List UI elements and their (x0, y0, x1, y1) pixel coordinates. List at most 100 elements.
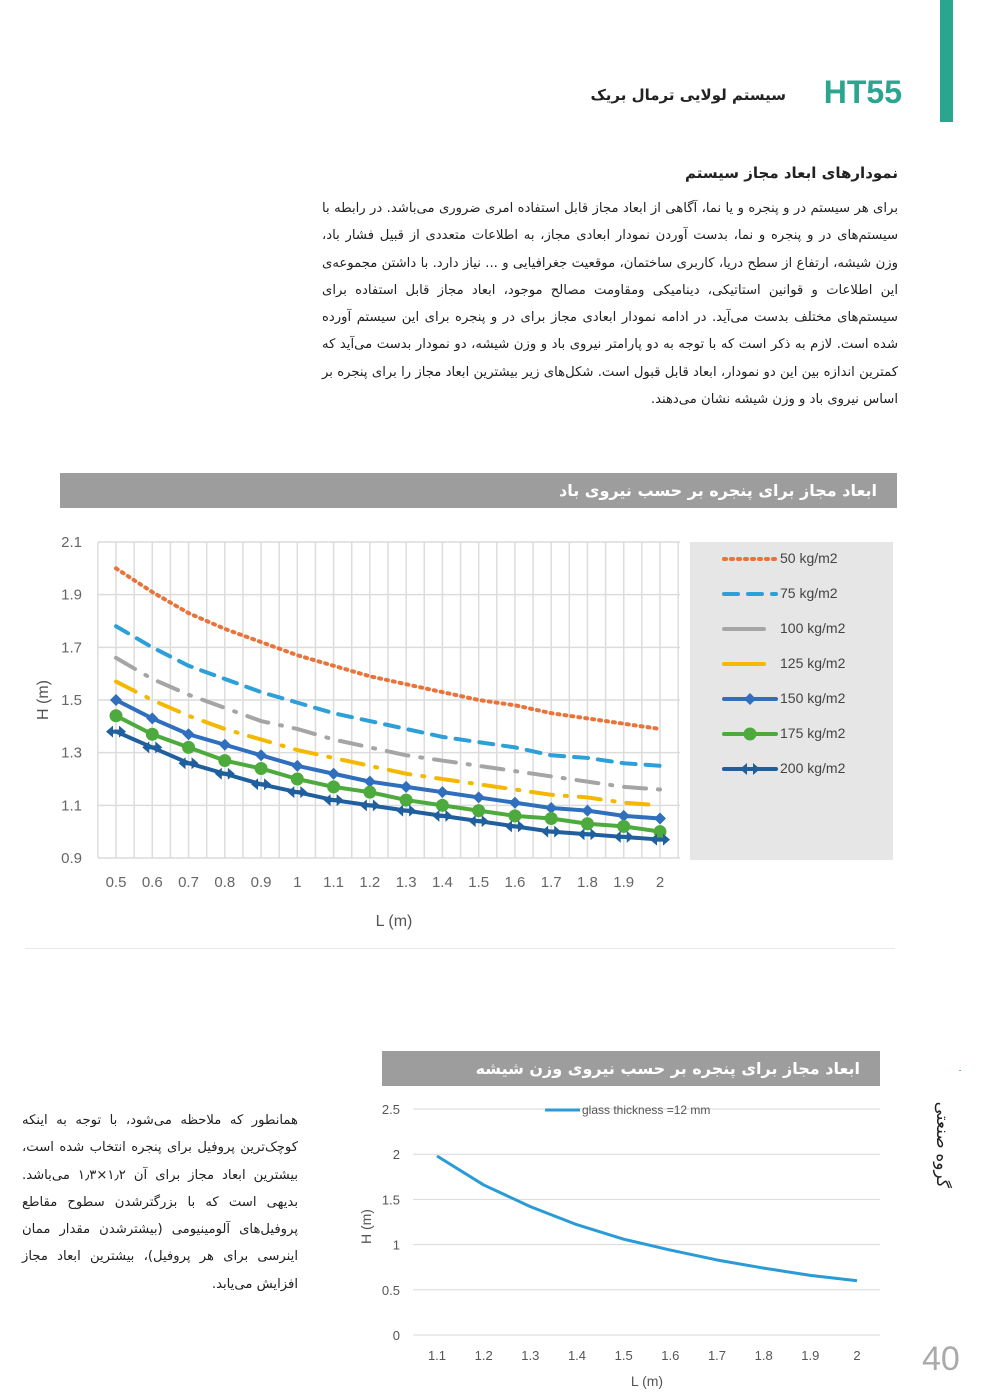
legend-label: 75 kg/m2 (780, 585, 838, 601)
data-point (400, 780, 413, 793)
x-tick-label: 1.7 (541, 874, 562, 891)
series-line-200 (114, 729, 662, 842)
x-axis-label: L (m) (631, 1373, 663, 1389)
legend-label: 100 kg/m2 (780, 620, 846, 636)
x-tick-label: 1.7 (708, 1348, 726, 1363)
data-point (545, 801, 558, 814)
data-point (182, 740, 196, 754)
data-point (617, 819, 631, 833)
series-line-75 (114, 624, 662, 768)
data-point (109, 709, 123, 723)
data-point (142, 741, 163, 754)
legend-item: 200 kg/m2 (690, 752, 893, 787)
intro-paragraph: برای هر سیستم در و پنجره و یا نما، آگاهی… (322, 201, 898, 408)
chart1-legend: 50 kg/m2 75 kg/m2 100 kg/m2 125 kg/m2 150 kg… (690, 542, 893, 860)
x-tick-label: 1.8 (577, 874, 598, 891)
x-tick-label: 1 (293, 874, 301, 891)
legend-item: 50 kg/m2 (690, 542, 893, 577)
legend-label: 200 kg/m2 (780, 760, 846, 776)
series-line-50 (114, 566, 662, 731)
series-line-150 (114, 698, 662, 821)
data-point (363, 775, 376, 788)
y-tick-label: 0 (393, 1328, 400, 1343)
legend-marker (743, 727, 757, 741)
legend-label: 150 kg/m2 (780, 690, 846, 706)
series-line-100 (114, 655, 662, 792)
data-point (255, 749, 268, 762)
y-tick-label: 0.9 (61, 850, 82, 867)
data-point (435, 798, 449, 812)
data-point (399, 793, 413, 807)
data-point (106, 725, 126, 738)
data-point (580, 817, 594, 831)
data-point (472, 791, 485, 804)
data-point (182, 728, 195, 741)
document-title: سیستم لولایی ترمال بریک (590, 86, 786, 104)
data-point (218, 754, 232, 768)
brand-logo: آیسکون گروه صنعتی (930, 1070, 962, 1189)
x-tick-label: 1.5 (468, 874, 489, 891)
data-point (291, 759, 304, 772)
x-tick-label: 1.2 (359, 874, 380, 891)
y-tick-label: 1.5 (382, 1192, 400, 1207)
x-tick-label: 0.8 (214, 874, 235, 891)
data-point (254, 761, 268, 775)
x-axis-label: L (m) (376, 913, 413, 930)
y-tick-label: 1.7 (61, 639, 82, 656)
data-point (613, 830, 634, 843)
data-point (541, 825, 562, 838)
data-point (617, 809, 630, 822)
section-title: نمودارهای ابعاد مجاز سیستم (685, 164, 898, 182)
data-point (432, 809, 453, 822)
data-point (472, 804, 486, 818)
data-point (287, 786, 308, 799)
data-point (110, 694, 122, 706)
data-point (654, 812, 666, 825)
x-tick-label: 1.9 (801, 1348, 819, 1363)
data-point (359, 799, 380, 812)
x-tick-label: 0.7 (178, 874, 199, 891)
svg-text:آیسکون: آیسکون (930, 1070, 962, 1072)
x-tick-label: 1.3 (396, 874, 417, 891)
legend-item: 175 kg/m2 (690, 717, 893, 752)
data-point (178, 757, 199, 770)
data-point (327, 767, 340, 780)
data-point (218, 738, 231, 751)
legend-label: glass thickness =12 mm (582, 1103, 710, 1117)
x-tick-label: 2 (656, 874, 664, 891)
accent-bar (940, 0, 953, 122)
x-tick-label: 1.6 (505, 874, 526, 891)
data-point (214, 767, 235, 780)
divider (25, 948, 895, 949)
legend-label: 175 kg/m2 (780, 725, 846, 741)
x-tick-label: 0.9 (251, 874, 272, 891)
legend-marker (744, 693, 756, 705)
data-point (145, 727, 159, 741)
glass-weight-chart: 0 0.5 1 1.5 2 2.5 1.1 1.2 1.3 1.4 1.5 1.6 1.7 1.8 1.9 2… (358, 1102, 880, 1389)
y-tick-label: 1.1 (61, 797, 82, 814)
x-tick-label: 1.9 (613, 874, 634, 891)
x-tick-label: 1.1 (428, 1348, 446, 1363)
data-point (581, 804, 594, 817)
series-line-125 (114, 679, 662, 808)
data-point (508, 809, 522, 823)
y-tick-label: 0.5 (382, 1283, 400, 1298)
model-name: HT55 (823, 74, 902, 110)
y-tick-label: 1.3 (61, 745, 82, 762)
y-axis-label: H (m) (358, 1209, 374, 1244)
x-tick-label: 0.6 (142, 874, 163, 891)
legend-label: 50 kg/m2 (780, 550, 838, 566)
legend-item: 150 kg/m2 (690, 682, 893, 717)
x-tick-label: 1.2 (475, 1348, 493, 1363)
data-point (436, 786, 449, 799)
y-tick-label: 1.5 (61, 692, 82, 709)
legend-marker (740, 763, 760, 775)
data-point (363, 785, 377, 799)
x-tick-label: 1.5 (615, 1348, 633, 1363)
x-tick-label: 2 (853, 1348, 860, 1363)
svg-text:گروه صنعتی: گروه صنعتی (932, 1102, 953, 1189)
x-tick-label: 1.3 (521, 1348, 539, 1363)
data-point (251, 778, 272, 791)
data-point (146, 712, 159, 725)
data-point (396, 804, 417, 817)
